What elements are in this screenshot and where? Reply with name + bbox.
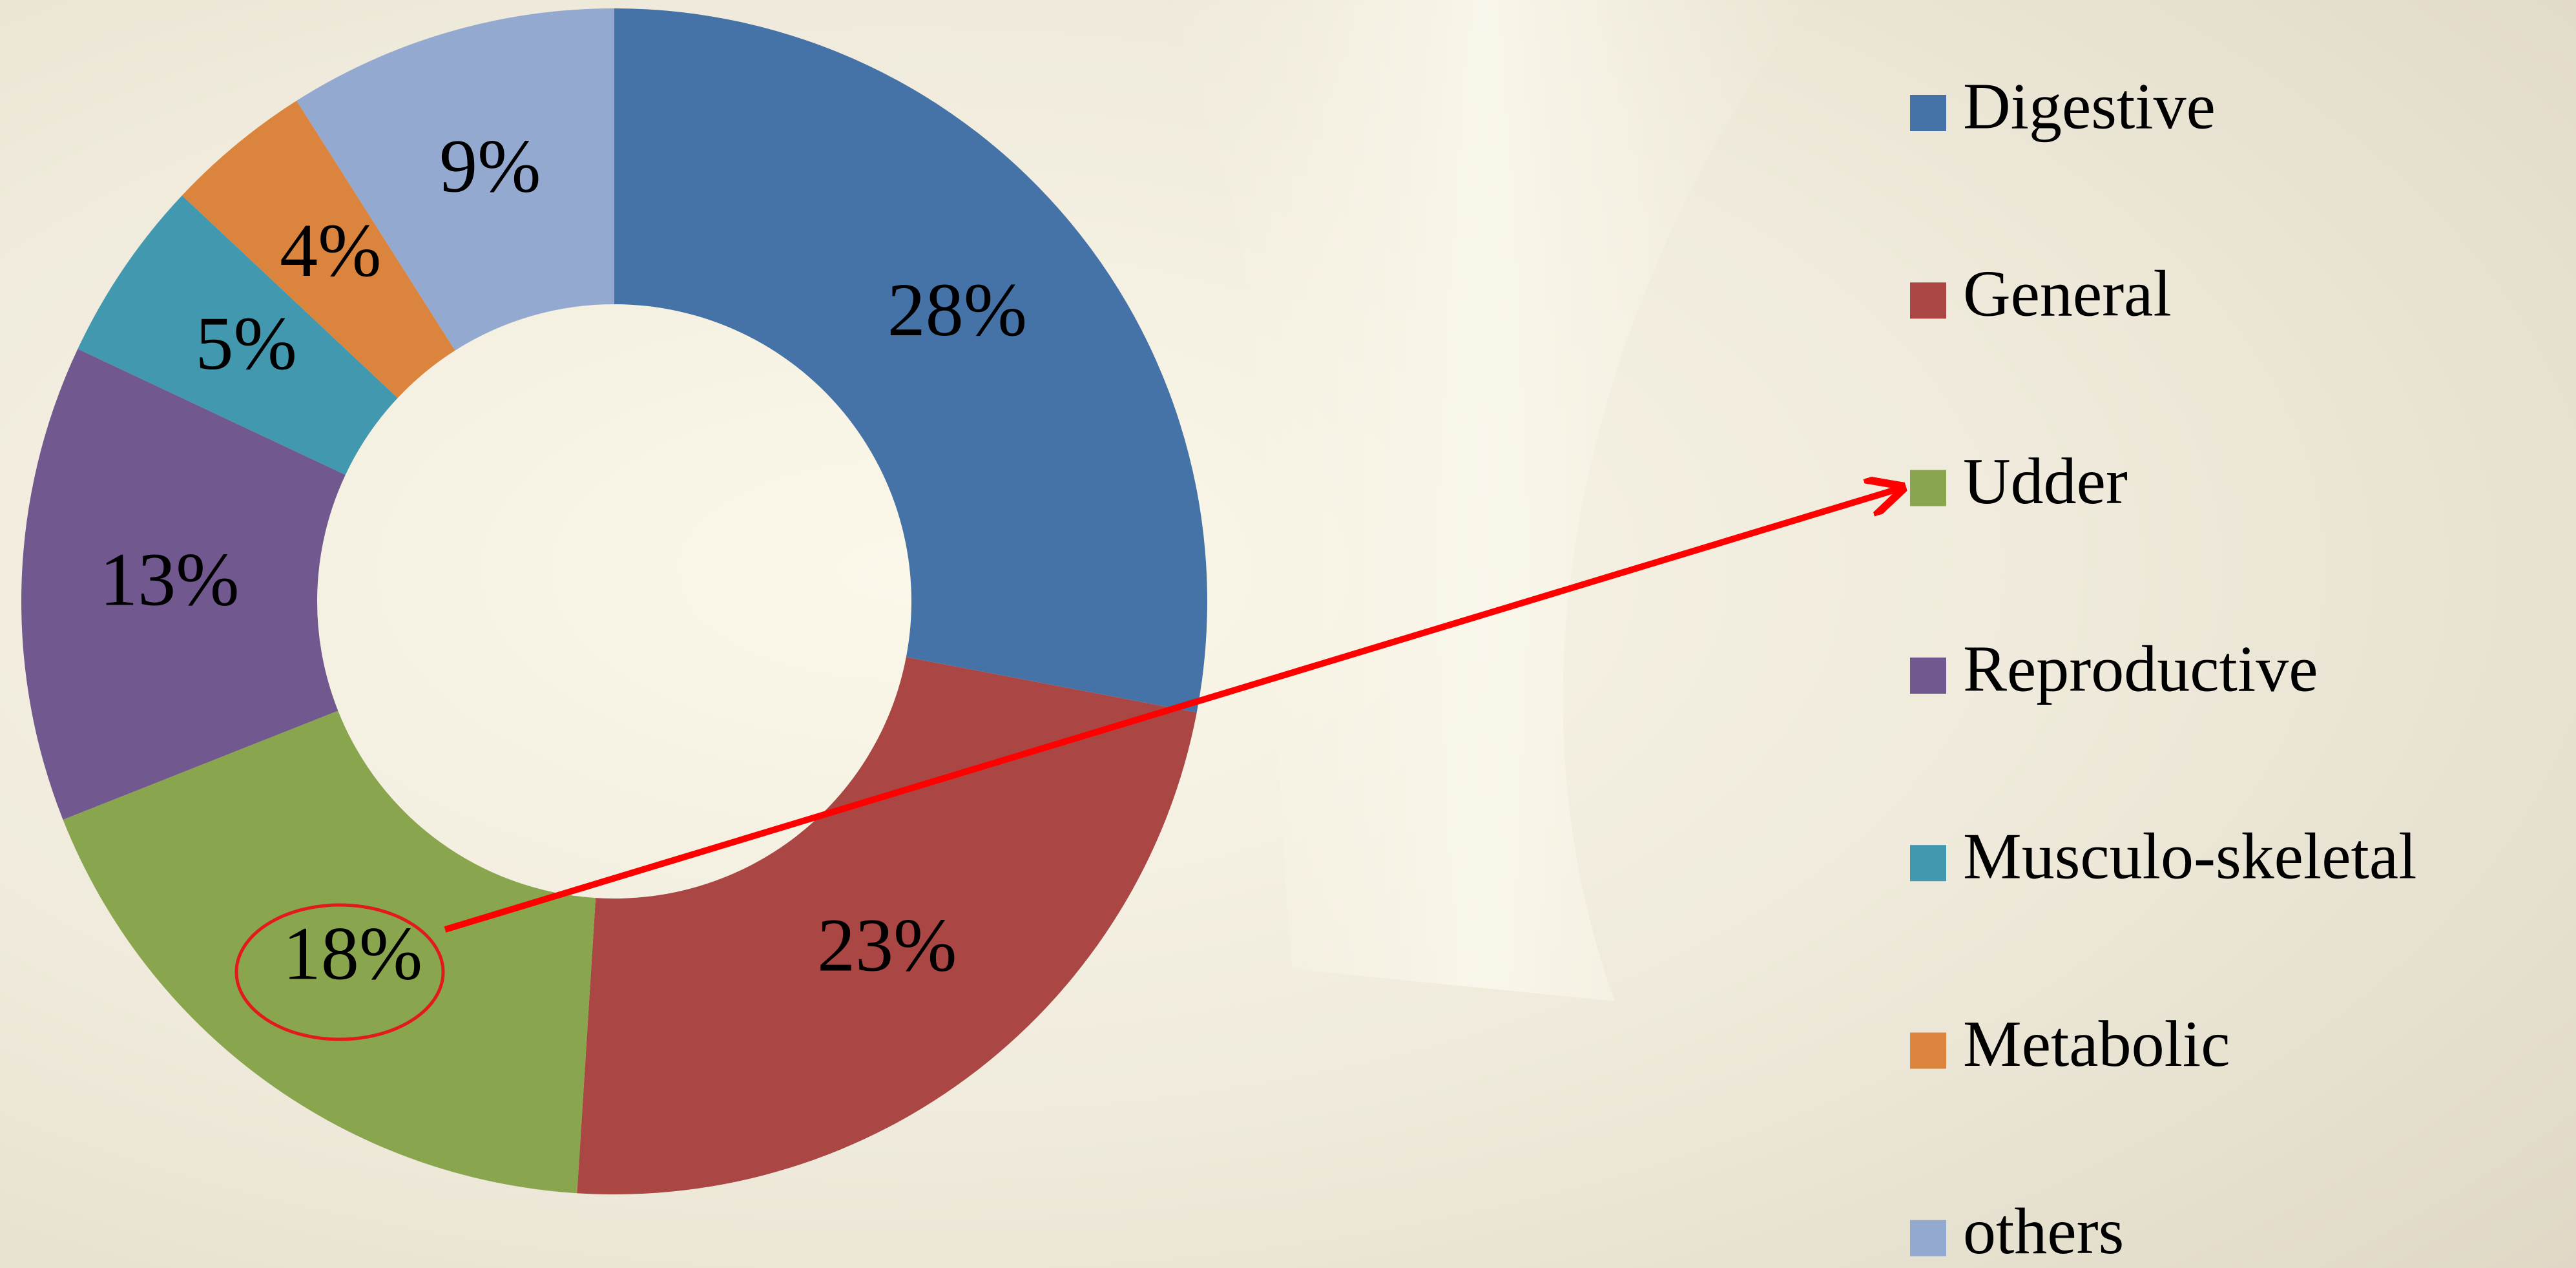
slice-label: 13% [99,537,239,621]
legend-label: Reproductive [1963,632,2318,705]
slice-label: 18% [283,911,422,995]
highlight-arrow [444,488,1902,933]
slice-label: 23% [817,902,957,987]
slice-label: 28% [888,267,1027,352]
wedge [577,657,1197,1194]
legend-swatch [1910,1220,1946,1256]
legend-label: others [1963,1195,2124,1268]
legend-swatch [1910,845,1946,882]
legend-swatch [1910,657,1946,694]
wedge [182,100,455,399]
legend-label: Musculo-skeletal [1963,820,2417,893]
legend-swatch [1910,470,1946,506]
legend-swatch [1910,1032,1946,1069]
wedge [296,8,614,351]
highlight-ellipse [234,903,445,1041]
legend-swatch [1910,282,1946,319]
legend-label: General [1963,258,2172,331]
background-decoration [1163,0,1809,1001]
donut [21,8,1207,1194]
legend-label: Udder [1963,445,2128,518]
legend-label: Metabolic [1963,1008,2230,1081]
slice-label: 5% [195,301,296,386]
wedge [614,8,1207,713]
legend-label: Digestive [1963,70,2216,143]
wedge [63,711,596,1194]
legend: Digestive General Udder Reproductive Musculo… [1910,70,2417,1268]
legend-swatch [1910,95,1946,131]
slice-label: 4% [280,208,381,293]
wedge [78,195,398,475]
wedge [21,349,346,820]
slice-label: 9% [439,123,541,208]
slice-labels: 28% 23% 18% 13% 5%4% 9% [99,123,1027,995]
